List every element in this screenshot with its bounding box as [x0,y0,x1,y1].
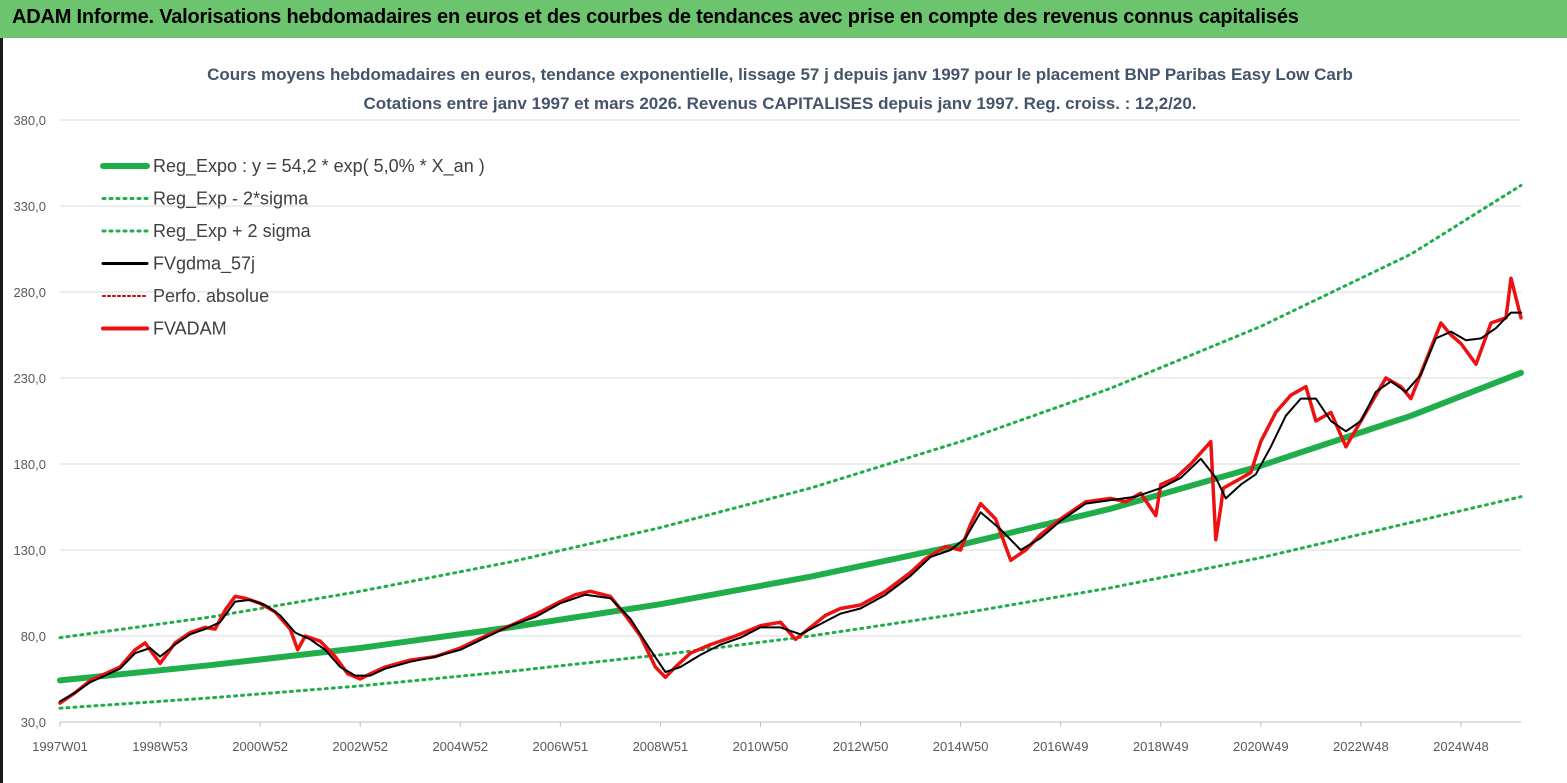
frame-left-border [0,38,3,783]
legend-label: FVADAM [153,319,227,339]
axes: 30,0 80,0 130,0 180,0 230,0 280,0 330,0 380,0 19… [13,113,1521,754]
series-group [57,183,1524,710]
series-fvgdma-line [59,311,1522,703]
series-upper-band-line [58,183,1523,640]
legend-label: Perfo. absolue [153,286,269,306]
chart-title-line2: Cotations entre janv 1997 et mars 2026. … [363,94,1196,113]
x-tick-label: 2012W50 [833,739,889,754]
x-tick-label: 2022W48 [1333,739,1389,754]
x-tick-label: 2014W50 [933,739,989,754]
x-tick-label: 2006W51 [533,739,589,754]
y-tick-label: 230,0 [13,371,46,386]
x-tick-label: 2002W52 [332,739,388,754]
x-tick-label: 2024W48 [1433,739,1489,754]
legend-label: Reg_Expo : y = 54,2 * exp( 5,0% * X_an ) [153,156,485,177]
series-lower-band-line [58,495,1523,710]
chart-background [3,38,1567,783]
legend-label: Reg_Exp - 2*sigma [153,189,309,210]
chart: Cours moyens hebdomadaires en euros, ten… [3,38,1567,783]
x-tick-label: 2020W49 [1233,739,1289,754]
x-tick-label: 2008W51 [633,739,689,754]
y-tick-label: 30,0 [21,715,46,730]
y-tick-label: 380,0 [13,113,46,128]
legend-label: Reg_Exp + 2 sigma [153,221,312,242]
header-banner: ADAM Informe. Valorisations hebdomadaire… [0,0,1567,38]
y-tick-label: 80,0 [21,629,46,644]
y-tick-label: 280,0 [13,285,46,300]
y-tick-label: 130,0 [13,543,46,558]
x-tick-label: 2010W50 [733,739,789,754]
page-title: ADAM Informe. Valorisations hebdomadaire… [12,6,1299,28]
x-tick-label: 2000W52 [232,739,288,754]
x-tick-label: 2018W49 [1133,739,1189,754]
x-tick-label: 1997W01 [32,739,88,754]
x-tick-label: 1998W53 [132,739,188,754]
y-tick-label: 330,0 [13,199,46,214]
legend-label: FVgdma_57j [153,254,255,275]
legend: Reg_Expo : y = 54,2 * exp( 5,0% * X_an )… [100,156,485,339]
chart-title-line1: Cours moyens hebdomadaires en euros, ten… [207,65,1353,84]
y-tick-label: 180,0 [13,457,46,472]
x-tick-label: 2016W49 [1033,739,1089,754]
x-tick-label: 2004W52 [432,739,488,754]
series-reg-expo-line [57,369,1524,684]
